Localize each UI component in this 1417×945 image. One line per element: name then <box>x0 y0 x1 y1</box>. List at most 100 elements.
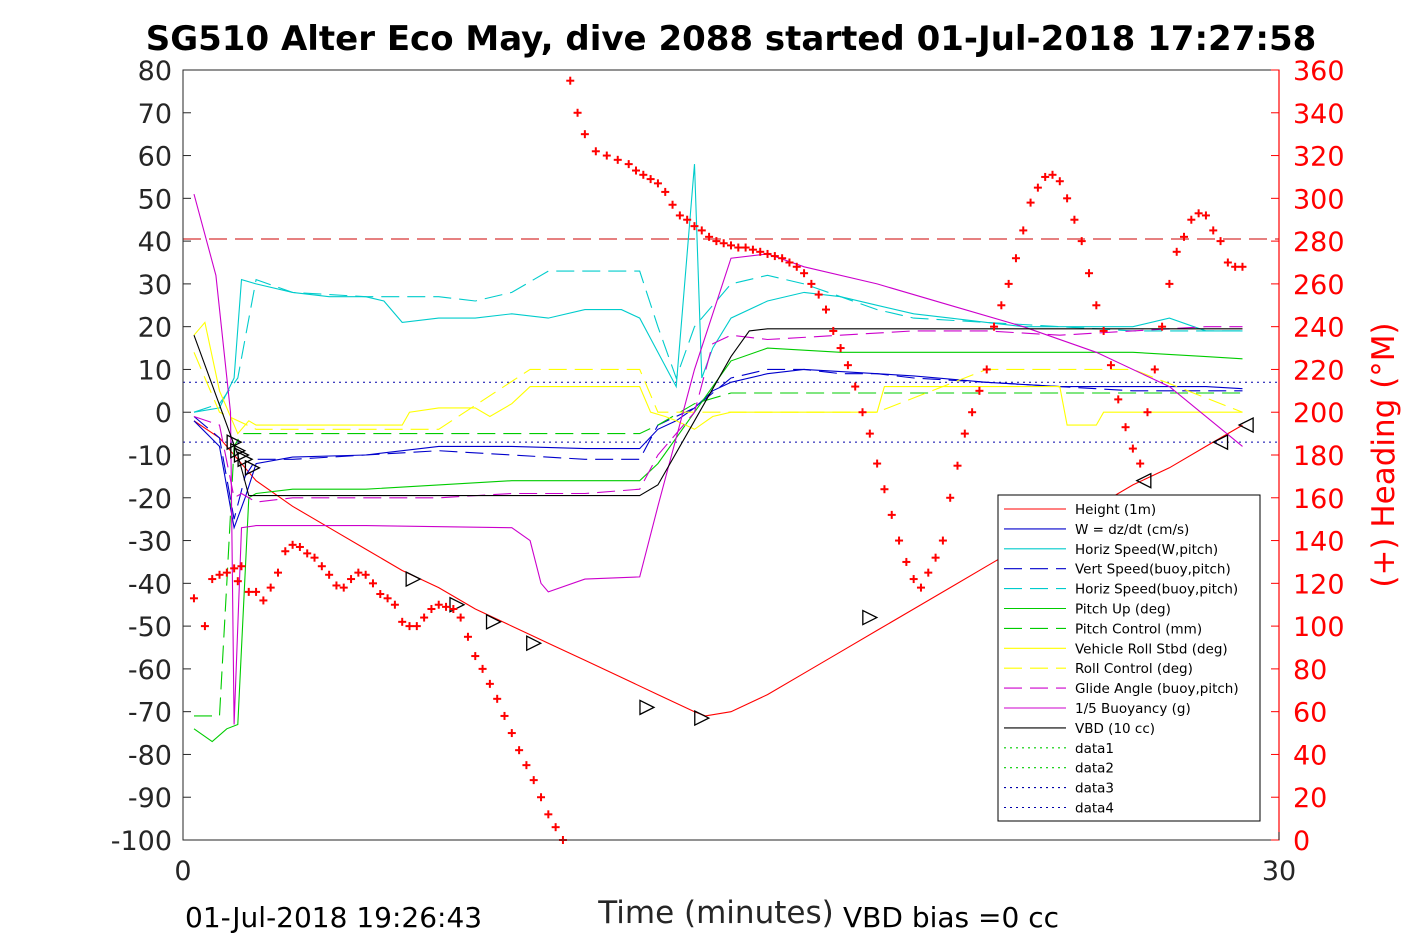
heading-point <box>675 211 684 220</box>
heading-point <box>252 587 261 596</box>
heading-point <box>1238 262 1247 271</box>
heading-point <box>208 575 217 584</box>
legend-label: Glide Angle (buoy,pitch) <box>1075 681 1239 697</box>
heading-layer <box>189 76 1247 844</box>
heading-point <box>1136 459 1145 468</box>
left-tick-label: 80 <box>138 56 172 87</box>
heading-point <box>668 200 677 209</box>
legend-label: data2 <box>1075 761 1114 777</box>
heading-point <box>573 108 582 117</box>
left-tick-label: -10 <box>128 441 172 472</box>
heading-point <box>975 386 984 395</box>
heading-point <box>1092 301 1101 310</box>
heading-point <box>865 429 874 438</box>
series-line <box>193 321 1243 435</box>
legend-label: VBD (10 cc) <box>1075 721 1155 737</box>
heading-point <box>1106 361 1115 370</box>
heading-point <box>1223 258 1232 267</box>
heading-point <box>602 151 611 160</box>
right-tick-label: 140 <box>1293 527 1345 558</box>
heading-point <box>361 570 370 579</box>
heading-point <box>756 247 765 256</box>
heading-point <box>1158 322 1167 331</box>
heading-point <box>821 305 830 314</box>
heading-point <box>259 596 268 605</box>
heading-point <box>295 542 304 551</box>
heading-point <box>997 301 1006 310</box>
turn-marker <box>485 613 502 630</box>
right-tick-label: 100 <box>1293 612 1345 643</box>
heading-point <box>493 694 502 703</box>
heading-point <box>909 575 918 584</box>
heading-point <box>405 622 414 631</box>
heading-point <box>580 130 589 139</box>
heading-point <box>653 179 662 188</box>
footer-vbd-bias: VBD bias =0 cc <box>843 901 1059 934</box>
heading-point <box>515 746 524 755</box>
heading-point <box>1121 423 1130 432</box>
right-tick-label: 300 <box>1293 184 1345 215</box>
heading-point <box>763 249 772 258</box>
heading-point <box>412 622 421 631</box>
heading-point <box>719 239 728 248</box>
heading-point <box>807 279 816 288</box>
heading-point <box>1201 211 1210 220</box>
turn-marker <box>526 635 543 652</box>
heading-point <box>551 823 560 832</box>
heading-point <box>376 590 385 599</box>
heading-point <box>233 577 242 586</box>
heading-point <box>1041 172 1050 181</box>
heading-point <box>646 175 655 184</box>
x-tick-label: 0 <box>174 856 191 887</box>
left-tick-label: 20 <box>138 313 172 344</box>
heading-point <box>748 245 757 254</box>
heading-point <box>785 258 794 267</box>
left-tick-label: -100 <box>111 826 172 857</box>
heading-point <box>851 382 860 391</box>
heading-point <box>880 485 889 494</box>
heading-point <box>1231 262 1240 271</box>
heading-point <box>442 602 451 611</box>
left-tick-label: -60 <box>128 655 172 686</box>
heading-point <box>953 461 962 470</box>
heading-point <box>215 570 224 579</box>
heading-point <box>902 557 911 566</box>
right-axis-label: (+) Heading (°M) <box>1366 322 1402 587</box>
legend-label: Horiz Speed(buoy,pitch) <box>1075 582 1238 598</box>
heading-point <box>449 605 458 613</box>
legend-label: data3 <box>1075 781 1114 797</box>
left-tick-label: 60 <box>138 142 172 173</box>
heading-point <box>1128 444 1137 453</box>
right-tick-label: 20 <box>1293 783 1327 814</box>
right-tick-label: 60 <box>1293 698 1327 729</box>
left-tick-label: 70 <box>138 99 172 130</box>
heading-point <box>1209 226 1218 235</box>
heading-point <box>566 76 575 85</box>
right-tick-label: 180 <box>1293 441 1345 472</box>
heading-point <box>1099 326 1108 335</box>
turn-marker <box>233 446 250 464</box>
heading-point <box>434 600 443 609</box>
turn-marker <box>244 459 261 476</box>
turn-marker <box>405 571 422 588</box>
legend-label: Horiz Speed(W,pitch) <box>1075 542 1218 558</box>
heading-point <box>1048 170 1057 179</box>
heading-point <box>339 583 348 592</box>
heading-point <box>1165 279 1174 288</box>
heading-point <box>1063 194 1072 203</box>
heading-point <box>990 322 999 331</box>
legend-label: W = dz/dt (cm/s) <box>1075 522 1189 538</box>
legend: Height (1m) W = dz/dt (cm/s) Horiz Speed(W… <box>997 494 1261 822</box>
left-tick-label: -90 <box>128 783 172 814</box>
heading-point <box>529 776 538 785</box>
heading-point <box>537 793 546 802</box>
x-tick-label: 30 <box>1262 856 1296 887</box>
heading-point <box>931 553 940 562</box>
heading-point <box>420 613 429 622</box>
heading-point <box>1033 183 1042 192</box>
right-tick-label: 80 <box>1293 655 1327 686</box>
heading-point <box>800 269 809 278</box>
turn-marker <box>1237 417 1254 434</box>
heading-point <box>1055 177 1064 186</box>
